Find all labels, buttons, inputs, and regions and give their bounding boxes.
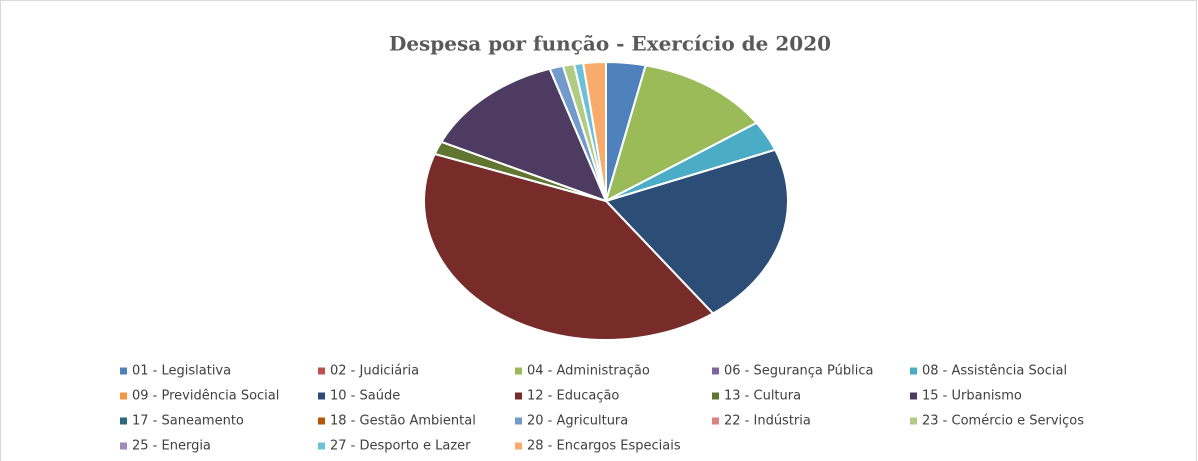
legend-swatch [515,442,522,450]
legend-label: 04 - Administração [527,364,650,379]
pie-slice [604,64,759,203]
legend-swatch [712,417,719,425]
legend-label: 13 - Cultura [724,389,801,404]
legend-swatch [515,367,522,375]
legend-swatch [318,392,325,400]
legend-swatch [515,392,522,400]
legend-label: 27 - Desporto e Lazer [330,439,471,454]
pie-slice [582,60,607,202]
legend-label: 17 - Saneamento [132,414,244,429]
pie-slice [604,148,789,315]
legend-label: 23 - Comércio e Serviços [922,414,1084,429]
legend-label: 28 - Encargos Especiais [527,439,681,454]
legend-swatch [712,367,719,375]
legend-swatch [910,367,917,375]
legend-swatch [910,417,917,425]
legend-swatch [318,417,325,425]
legend-label: 25 - Energia [132,439,211,454]
legend-label: 22 - Indústria [724,414,811,429]
legend-label: 12 - Educação [527,389,619,404]
legend-label: 02 - Judiciária [330,364,419,379]
legend-swatch [120,367,127,375]
legend-swatch [120,442,127,450]
legend-swatch [515,417,522,425]
legend-swatch [712,392,719,400]
legend-label: 15 - Urbanismo [922,389,1022,404]
legend-label: 20 - Agricultura [527,414,628,429]
legend-label: 10 - Saúde [330,389,400,404]
legend-swatch [318,442,325,450]
legend-label: 01 - Legislativa [132,364,231,379]
chart-title: Despesa por função - Exercício de 2020 [389,32,831,56]
pie-slice [423,152,715,341]
legend-label: 18 - Gestão Ambiental [330,414,476,429]
legend-label: 09 - Previdência Social [132,389,279,404]
pie-slice [439,67,608,203]
legend-label: 06 - Segurança Pública [724,364,873,379]
legend-label: 08 - Assistência Social [922,364,1067,379]
legend-swatch [910,392,917,400]
legend-swatch [120,392,127,400]
legend-swatch [120,417,127,425]
legend-swatch [318,367,325,375]
